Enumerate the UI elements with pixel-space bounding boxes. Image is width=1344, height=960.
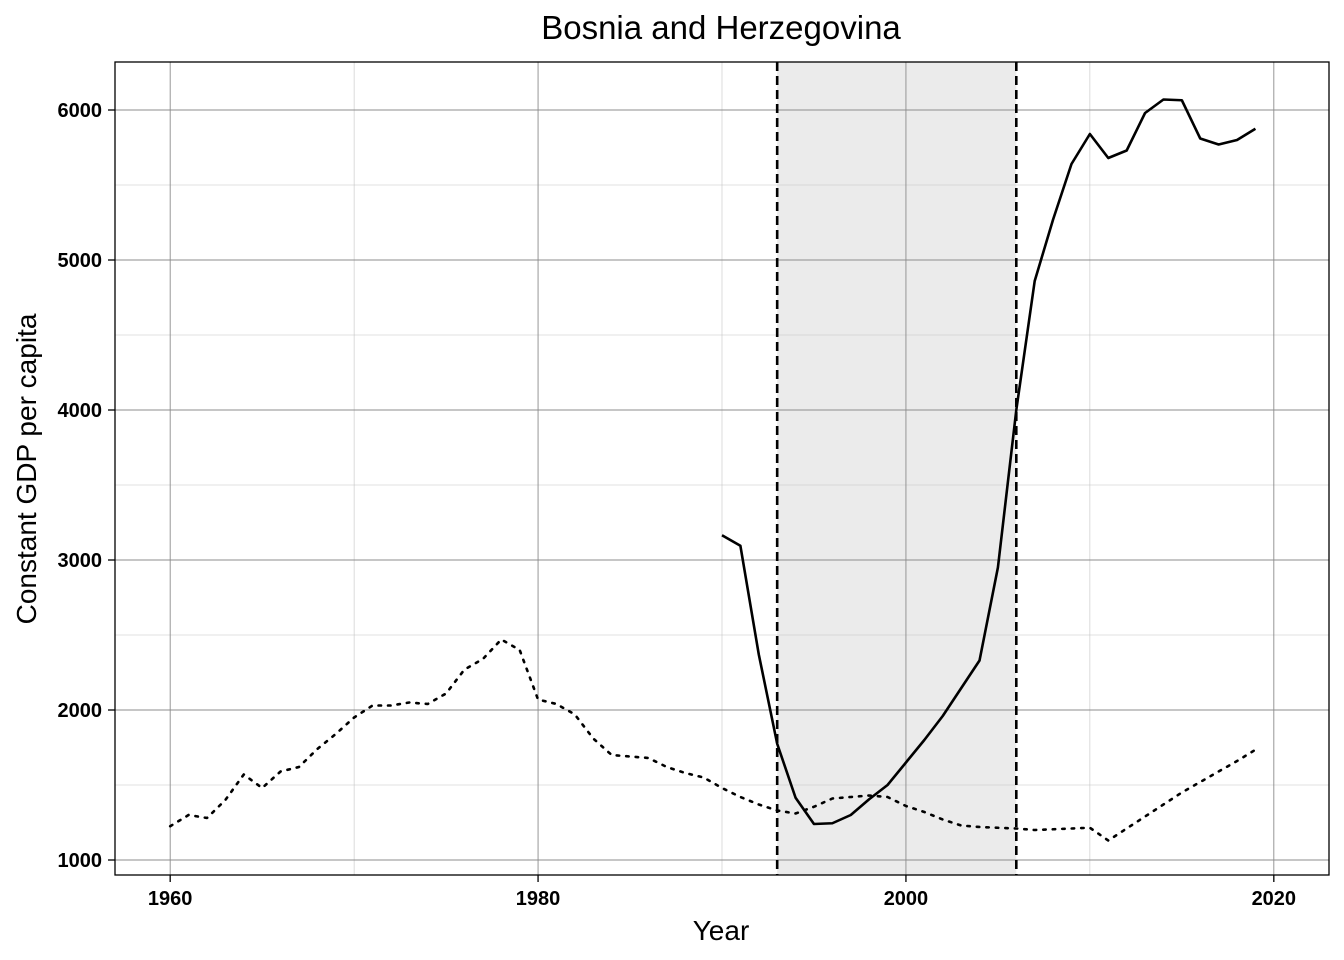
series-line-solid (721, 98, 1257, 826)
plot-area-border (114, 61, 1330, 876)
series-line-dotted (168, 638, 1257, 842)
vertical-lines-layer (775, 62, 1018, 875)
axis-ticks-layer: 1960 1980 2000 2020 1000 2000 3000 4000 5000 6000 (58, 100, 1297, 910)
chart-title: Bosnia and Herzegovina (541, 9, 901, 46)
x-tick-label: 1960 (148, 888, 193, 910)
y-tick-label: 2000 (58, 700, 103, 722)
shaded-period-layer (777, 62, 1017, 875)
x-tick-label: 2000 (884, 888, 929, 910)
y-tick-label: 3000 (58, 550, 103, 572)
x-axis-label: Year (693, 915, 750, 946)
shaded-period (777, 62, 1017, 875)
grid-layer (115, 62, 1329, 875)
x-tick-label: 2020 (1252, 888, 1297, 910)
y-tick-label: 1000 (58, 850, 103, 872)
series-layer (168, 98, 1257, 842)
y-tick-label: 4000 (58, 400, 103, 422)
y-tick-label: 6000 (58, 100, 103, 122)
y-axis-label: Constant GDP per capita (11, 313, 42, 624)
x-tick-label: 1980 (516, 888, 561, 910)
y-tick-label: 5000 (58, 250, 103, 272)
